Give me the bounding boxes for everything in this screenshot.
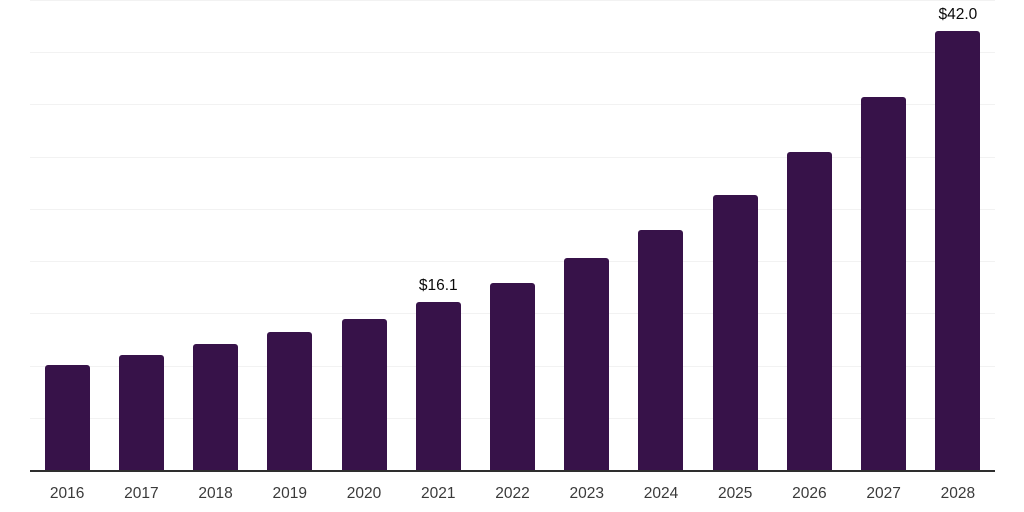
gridline (30, 0, 995, 1)
bar-2024 (638, 229, 684, 470)
x-tick-label-2017: 2017 (124, 485, 159, 502)
gridline (30, 104, 995, 106)
bar-value-label-2028: $42.0 (938, 6, 978, 24)
bar-2019 (267, 332, 313, 470)
bar-2022 (490, 283, 535, 470)
x-tick-label-2023: 2023 (569, 485, 604, 502)
x-tick-label-2020: 2020 (346, 485, 382, 502)
bar-2018 (193, 343, 239, 470)
bar-2026 (786, 152, 832, 470)
gridline (30, 156, 995, 158)
x-tick-label-2026: 2026 (792, 485, 827, 502)
bar-2028 (935, 31, 981, 470)
bar-value-label-2021: $16.1 (418, 276, 458, 294)
x-tick-label-2025: 2025 (717, 485, 753, 502)
x-tick-label-2021: 2021 (421, 485, 456, 502)
gridline (30, 52, 995, 54)
gridline (30, 208, 995, 210)
bar-2020 (341, 318, 387, 470)
x-tick-label-2022: 2022 (495, 485, 530, 502)
x-tick-label-2024: 2024 (643, 485, 679, 502)
bar-2017 (118, 355, 164, 470)
x-tick-label-2019: 2019 (272, 485, 308, 502)
x-axis-line (30, 470, 995, 472)
bar-2023 (564, 257, 610, 470)
x-tick-label-2027: 2027 (866, 485, 901, 502)
x-tick-label-2028: 2028 (940, 485, 976, 502)
gridline (30, 261, 995, 263)
bar-2021 (415, 301, 461, 470)
bar-2027 (861, 97, 907, 470)
bar-2025 (712, 195, 758, 470)
bar-2016 (44, 364, 90, 470)
x-tick-label-2016: 2016 (49, 485, 85, 502)
x-tick-label-2018: 2018 (198, 485, 233, 502)
